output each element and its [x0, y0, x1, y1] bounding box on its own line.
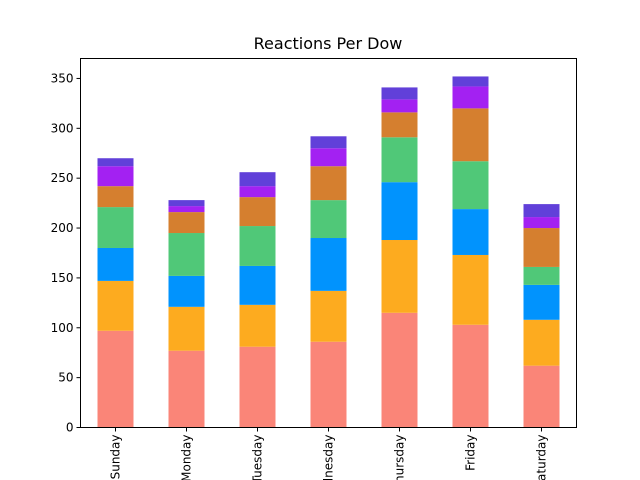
bar-segment-7-sunday [97, 158, 134, 167]
bar-segment-6-friday [452, 86, 489, 109]
x-tick-label-sunday: Sunday [109, 435, 123, 480]
bar-segment-5-saturday [523, 228, 560, 267]
x-tick-label-friday: Friday [464, 435, 478, 471]
y-tick-label: 350 [51, 71, 74, 85]
bar-segment-7-thursday [381, 87, 418, 100]
bar-segment-2-sunday [97, 280, 134, 331]
bar-segment-2-monday [168, 306, 205, 351]
x-axis: Sunday Monday Tuesday Wednesday Thursday Frid… [109, 427, 549, 480]
bar-segment-1-tuesday [239, 346, 276, 428]
bar-segment-3-thursday [381, 182, 418, 241]
bar-segment-2-wednesday [310, 290, 347, 342]
y-axis: 0 50 100 150 200 250 300 350 [51, 71, 81, 435]
bar-segment-3-sunday [97, 247, 134, 281]
bars-layer [97, 76, 560, 428]
bar-segment-7-tuesday [239, 172, 276, 187]
y-tick-label: 300 [51, 121, 74, 135]
bar-segment-6-thursday [381, 99, 418, 113]
x-tick-label-thursday: Thursday [393, 435, 407, 480]
bar-segment-4-friday [452, 161, 489, 210]
bar-segment-1-saturday [523, 365, 560, 428]
bar-segment-1-monday [168, 350, 205, 428]
y-tick-label: 150 [51, 271, 74, 285]
bar-segment-5-tuesday [239, 197, 276, 227]
bar-segment-7-monday [168, 200, 205, 207]
y-tick-label: 0 [66, 421, 74, 435]
y-tick-label: 100 [51, 321, 74, 335]
y-tick-label: 250 [51, 171, 74, 185]
x-tick-label-saturday: Saturday [535, 435, 549, 480]
bar-segment-5-thursday [381, 112, 418, 138]
bar-segment-5-monday [168, 212, 205, 234]
bar-segment-4-sunday [97, 207, 134, 248]
x-tick-label-monday: Monday [180, 435, 194, 480]
bar-segment-5-friday [452, 108, 489, 162]
bar-segment-6-tuesday [239, 186, 276, 198]
x-tick-label-wednesday: Wednesday [322, 435, 336, 480]
bar-segment-4-saturday [523, 266, 560, 285]
bar-segment-3-friday [452, 209, 489, 255]
bar-segment-5-sunday [97, 186, 134, 208]
plot-frame [80, 58, 577, 428]
bar-segment-2-saturday [523, 319, 560, 366]
bar-segment-6-saturday [523, 217, 560, 229]
bar-segment-4-tuesday [239, 226, 276, 266]
bar-segment-3-saturday [523, 284, 560, 320]
bar-segment-6-wednesday [310, 148, 347, 167]
y-tick-label: 200 [51, 221, 74, 235]
bar-segment-1-thursday [381, 312, 418, 428]
bar-segment-2-tuesday [239, 304, 276, 347]
bar-segment-2-friday [452, 254, 489, 325]
bar-segment-3-tuesday [239, 265, 276, 305]
bar-segment-7-wednesday [310, 136, 347, 149]
bar-segment-1-friday [452, 324, 489, 428]
bar-segment-3-monday [168, 275, 205, 307]
bar-segment-4-monday [168, 233, 205, 276]
y-tick-label: 50 [58, 371, 73, 385]
bar-segment-2-thursday [381, 240, 418, 313]
bar-segment-3-wednesday [310, 238, 347, 291]
bar-segment-6-sunday [97, 166, 134, 187]
chart-title: Reactions Per Dow [254, 34, 403, 53]
bar-segment-1-sunday [97, 330, 134, 428]
bar-segment-7-friday [452, 76, 489, 87]
bar-segment-6-monday [168, 206, 205, 213]
bar-segment-1-wednesday [310, 341, 347, 428]
x-tick-label-tuesday: Tuesday [251, 435, 265, 480]
bar-segment-5-wednesday [310, 166, 347, 201]
bar-segment-7-saturday [523, 204, 560, 218]
bar-segment-4-thursday [381, 137, 418, 183]
bar-segment-4-wednesday [310, 200, 347, 239]
